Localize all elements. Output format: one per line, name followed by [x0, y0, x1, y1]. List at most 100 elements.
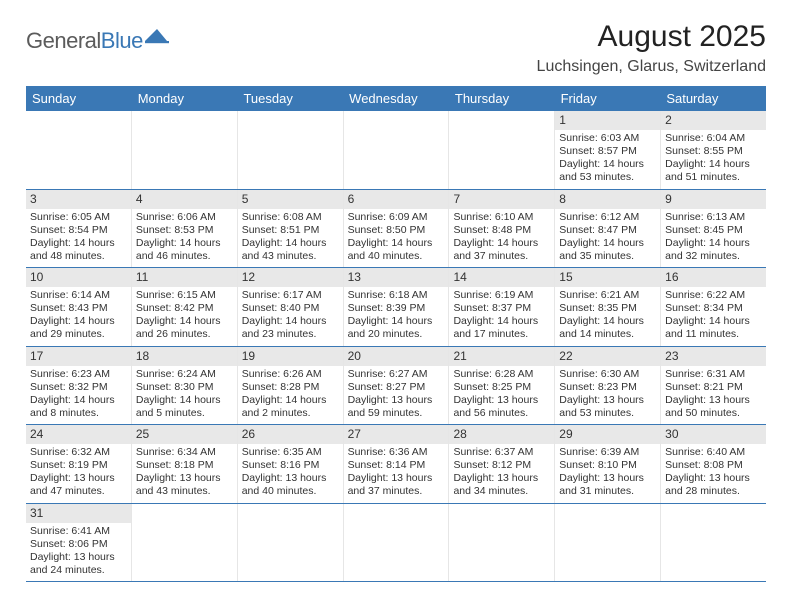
daylight-text: Daylight: 14 hours [559, 315, 656, 328]
sunset-text: Sunset: 8:42 PM [136, 302, 233, 315]
empty-cell [26, 111, 132, 189]
month-title: August 2025 [537, 20, 766, 54]
day-cell: 31Sunrise: 6:41 AMSunset: 8:06 PMDayligh… [26, 504, 132, 582]
weekday-header: Tuesday [237, 86, 343, 111]
daylight-text: and 26 minutes. [136, 328, 233, 341]
day-cell: 23Sunrise: 6:31 AMSunset: 8:21 PMDayligh… [661, 347, 766, 425]
day-number: 18 [132, 347, 237, 366]
daylight-text: and 24 minutes. [30, 564, 127, 577]
sunrise-text: Sunrise: 6:03 AM [559, 132, 656, 145]
daylight-text: Daylight: 14 hours [665, 158, 762, 171]
week-row: 17Sunrise: 6:23 AMSunset: 8:32 PMDayligh… [26, 347, 766, 426]
sunrise-text: Sunrise: 6:31 AM [665, 368, 762, 381]
day-cell: 5Sunrise: 6:08 AMSunset: 8:51 PMDaylight… [238, 190, 344, 268]
daylight-text: and 17 minutes. [453, 328, 550, 341]
day-number: 1 [555, 111, 660, 130]
day-number: 30 [661, 425, 766, 444]
daylight-text: and 50 minutes. [665, 407, 762, 420]
day-number: 10 [26, 268, 131, 287]
daylight-text: and 35 minutes. [559, 250, 656, 263]
week-row: 3Sunrise: 6:05 AMSunset: 8:54 PMDaylight… [26, 190, 766, 269]
sunrise-text: Sunrise: 6:18 AM [348, 289, 445, 302]
daylight-text: and 40 minutes. [348, 250, 445, 263]
sunset-text: Sunset: 8:18 PM [136, 459, 233, 472]
daylight-text: and 20 minutes. [348, 328, 445, 341]
daylight-text: Daylight: 13 hours [453, 394, 550, 407]
day-cell: 16Sunrise: 6:22 AMSunset: 8:34 PMDayligh… [661, 268, 766, 346]
sunset-text: Sunset: 8:16 PM [242, 459, 339, 472]
sunrise-text: Sunrise: 6:19 AM [453, 289, 550, 302]
sunrise-text: Sunrise: 6:12 AM [559, 211, 656, 224]
daylight-text: Daylight: 13 hours [665, 394, 762, 407]
day-number: 8 [555, 190, 660, 209]
day-cell: 2Sunrise: 6:04 AMSunset: 8:55 PMDaylight… [661, 111, 766, 189]
sunrise-text: Sunrise: 6:24 AM [136, 368, 233, 381]
day-cell: 4Sunrise: 6:06 AMSunset: 8:53 PMDaylight… [132, 190, 238, 268]
day-cell: 10Sunrise: 6:14 AMSunset: 8:43 PMDayligh… [26, 268, 132, 346]
sunrise-text: Sunrise: 6:09 AM [348, 211, 445, 224]
daylight-text: and 2 minutes. [242, 407, 339, 420]
sunset-text: Sunset: 8:25 PM [453, 381, 550, 394]
location-subtitle: Luchsingen, Glarus, Switzerland [537, 58, 766, 76]
daylight-text: Daylight: 13 hours [559, 472, 656, 485]
day-number: 19 [238, 347, 343, 366]
empty-cell [344, 111, 450, 189]
week-row: 1Sunrise: 6:03 AMSunset: 8:57 PMDaylight… [26, 111, 766, 190]
day-number: 9 [661, 190, 766, 209]
daylight-text: and 37 minutes. [348, 485, 445, 498]
day-number: 3 [26, 190, 131, 209]
empty-cell [449, 504, 555, 582]
logo-flag-icon [145, 27, 173, 50]
weekday-header: Friday [555, 86, 661, 111]
day-number: 14 [449, 268, 554, 287]
daylight-text: and 31 minutes. [559, 485, 656, 498]
day-number: 21 [449, 347, 554, 366]
daylight-text: Daylight: 14 hours [453, 237, 550, 250]
day-number: 17 [26, 347, 131, 366]
day-cell: 24Sunrise: 6:32 AMSunset: 8:19 PMDayligh… [26, 425, 132, 503]
empty-cell [238, 111, 344, 189]
day-number: 15 [555, 268, 660, 287]
empty-cell [238, 504, 344, 582]
daylight-text: Daylight: 13 hours [30, 472, 127, 485]
day-cell: 27Sunrise: 6:36 AMSunset: 8:14 PMDayligh… [344, 425, 450, 503]
daylight-text: and 32 minutes. [665, 250, 762, 263]
week-row: 10Sunrise: 6:14 AMSunset: 8:43 PMDayligh… [26, 268, 766, 347]
daylight-text: and 28 minutes. [665, 485, 762, 498]
daylight-text: Daylight: 14 hours [30, 394, 127, 407]
weekday-header: Sunday [26, 86, 132, 111]
daylight-text: and 34 minutes. [453, 485, 550, 498]
day-number: 12 [238, 268, 343, 287]
day-number: 29 [555, 425, 660, 444]
weekday-header: Thursday [449, 86, 555, 111]
daylight-text: and 40 minutes. [242, 485, 339, 498]
daylight-text: and 53 minutes. [559, 171, 656, 184]
daylight-text: and 5 minutes. [136, 407, 233, 420]
sunrise-text: Sunrise: 6:05 AM [30, 211, 127, 224]
daylight-text: Daylight: 14 hours [559, 158, 656, 171]
daylight-text: and 46 minutes. [136, 250, 233, 263]
logo-text-blue: Blue [101, 28, 143, 54]
sunset-text: Sunset: 8:51 PM [242, 224, 339, 237]
day-cell: 19Sunrise: 6:26 AMSunset: 8:28 PMDayligh… [238, 347, 344, 425]
sunset-text: Sunset: 8:23 PM [559, 381, 656, 394]
sunset-text: Sunset: 8:37 PM [453, 302, 550, 315]
sunrise-text: Sunrise: 6:27 AM [348, 368, 445, 381]
day-cell: 7Sunrise: 6:10 AMSunset: 8:48 PMDaylight… [449, 190, 555, 268]
day-number: 25 [132, 425, 237, 444]
day-cell: 8Sunrise: 6:12 AMSunset: 8:47 PMDaylight… [555, 190, 661, 268]
daylight-text: and 51 minutes. [665, 171, 762, 184]
sunset-text: Sunset: 8:50 PM [348, 224, 445, 237]
daylight-text: Daylight: 13 hours [348, 472, 445, 485]
sunrise-text: Sunrise: 6:21 AM [559, 289, 656, 302]
sunrise-text: Sunrise: 6:13 AM [665, 211, 762, 224]
day-cell: 20Sunrise: 6:27 AMSunset: 8:27 PMDayligh… [344, 347, 450, 425]
sunrise-text: Sunrise: 6:22 AM [665, 289, 762, 302]
sunset-text: Sunset: 8:08 PM [665, 459, 762, 472]
empty-cell [555, 504, 661, 582]
calendar-page: GeneralBlue August 2025 Luchsingen, Glar… [0, 0, 792, 602]
sunrise-text: Sunrise: 6:15 AM [136, 289, 233, 302]
sunrise-text: Sunrise: 6:30 AM [559, 368, 656, 381]
day-number: 4 [132, 190, 237, 209]
daylight-text: Daylight: 14 hours [30, 237, 127, 250]
